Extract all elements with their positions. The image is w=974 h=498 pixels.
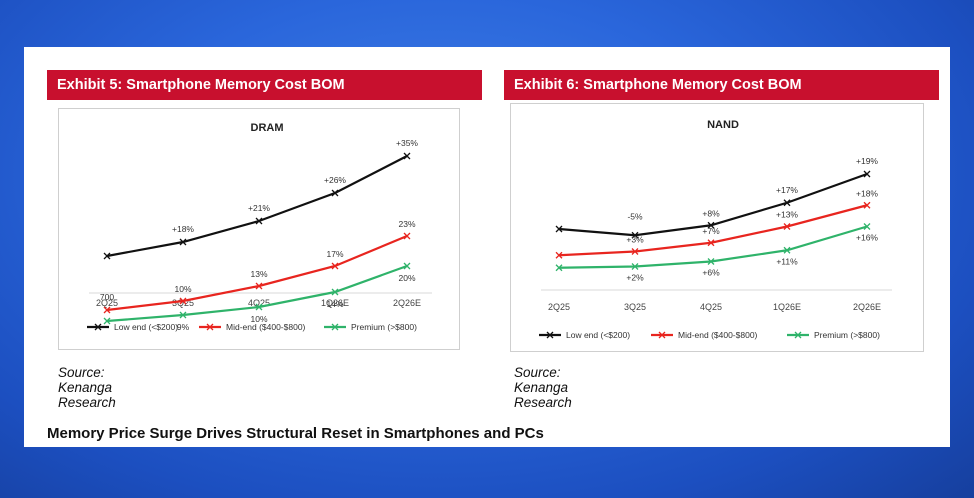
legend-marker (658, 331, 666, 339)
data-point-marker (331, 262, 339, 270)
nand-chart: NAND 2Q25 3Q25 4Q25 1Q26E 2Q26E -5% +8% +17% +19%… (539, 119, 892, 340)
data-point-marker (555, 225, 563, 233)
data-point-marker (707, 258, 715, 265)
data-label: -5% (627, 211, 643, 221)
data-label: 17% (326, 249, 343, 259)
data-label: 13% (250, 269, 267, 279)
legend-marker (206, 323, 214, 331)
dram-chart: DRAM 2Q25 3Q25 4Q25 1Q26E 2Q26E +18% +21% +26% +3… (87, 122, 432, 332)
data-label: +3% (626, 235, 644, 245)
chart-title: NAND (707, 119, 739, 131)
data-label: +11% (776, 256, 798, 266)
data-point-marker (631, 263, 639, 270)
data-label: +18% (856, 188, 878, 198)
data-point-marker (255, 217, 263, 225)
data-point-marker (555, 264, 563, 272)
data-point-marker (103, 317, 111, 325)
data-label: +6% (702, 268, 720, 278)
data-label: +18% (172, 224, 194, 234)
data-label: +17% (776, 185, 798, 195)
exhibit-6-chart-frame: NAND 2Q25 3Q25 4Q25 1Q26E 2Q26E -5% +8% +17% +19%… (510, 103, 924, 352)
data-label: +19% (856, 156, 878, 166)
data-label: 14% (326, 299, 343, 309)
data-label: 23% (398, 219, 415, 229)
exhibit-5-chart-frame: DRAM 2Q25 3Q25 4Q25 1Q26E 2Q26E +18% +21% +26% +3… (58, 108, 460, 350)
data-point-marker (555, 251, 563, 259)
x-tick-label: 2Q25 (96, 298, 118, 308)
x-tick-label: 1Q26E (321, 298, 349, 308)
data-label: +7% (702, 226, 720, 236)
data-point-marker (331, 189, 339, 197)
data-point-marker (103, 306, 111, 314)
x-tick-label: 2Q26E (853, 302, 881, 312)
legend-label: Low end (<$200) (114, 322, 178, 332)
data-point-marker (863, 223, 871, 230)
data-point-marker (179, 311, 187, 319)
x-tick-label: 3Q25 (624, 302, 646, 312)
data-point-marker (255, 303, 263, 311)
legend-label: Mid-end ($400-$800) (226, 322, 306, 332)
exhibit-5-source: Source: Kenanga Research (58, 365, 116, 410)
x-tick-label: 1Q26E (773, 302, 801, 312)
data-point-marker (631, 248, 639, 255)
data-point-marker (403, 262, 411, 270)
data-label: +8% (702, 208, 720, 218)
footer-title: Memory Price Surge Drives Structural Res… (47, 425, 544, 442)
data-label: +26% (324, 175, 346, 185)
data-label: 10% (174, 284, 191, 294)
data-point-marker (103, 252, 111, 260)
exhibit-5-title: Exhibit 5: Smartphone Memory Cost BOM (47, 70, 482, 100)
x-tick-label: 2Q25 (548, 302, 570, 312)
x-tick-label: 3Q25 (172, 298, 194, 308)
data-point-marker (783, 223, 791, 230)
data-point-marker (863, 170, 871, 178)
legend-label: Premium (>$800) (814, 330, 880, 340)
data-label: 9% (177, 322, 190, 332)
legend-label: Mid-end ($400-$800) (678, 330, 758, 340)
data-point-marker (403, 152, 411, 160)
data-point-marker (631, 231, 639, 239)
data-point-marker (783, 246, 791, 254)
legend-marker (331, 323, 339, 331)
data-label: +2% (626, 273, 644, 283)
data-point-marker (179, 297, 187, 305)
data-point-marker (331, 288, 339, 296)
data-label: +16% (856, 233, 878, 243)
data-label: 10% (250, 314, 267, 324)
legend-marker (794, 331, 802, 339)
data-label: +13% (776, 210, 798, 220)
data-point-marker (863, 201, 871, 209)
data-point-marker (783, 199, 791, 207)
data-point-marker (707, 239, 715, 247)
data-label: 20% (398, 273, 415, 283)
data-point-marker (255, 282, 263, 290)
legend-label: Low end (<$200) (566, 330, 630, 340)
data-point-marker (403, 232, 411, 240)
legend-marker (94, 323, 102, 331)
legend-label: Premium (>$800) (351, 322, 417, 332)
x-tick-label: 4Q25 (700, 302, 722, 312)
data-label: +35% (396, 138, 418, 148)
data-label: +21% (248, 203, 270, 213)
exhibit-6-title: Exhibit 6: Smartphone Memory Cost BOM (504, 70, 939, 100)
legend-marker (546, 331, 554, 339)
chart-title: DRAM (251, 122, 284, 134)
data-label: 700 (100, 292, 114, 302)
exhibit-6-source: Source: Kenanga Research (514, 365, 572, 410)
x-tick-label: 4Q25 (248, 298, 270, 308)
data-point-marker (179, 238, 187, 246)
x-tick-label: 2Q26E (393, 298, 421, 308)
data-point-marker (707, 221, 715, 229)
